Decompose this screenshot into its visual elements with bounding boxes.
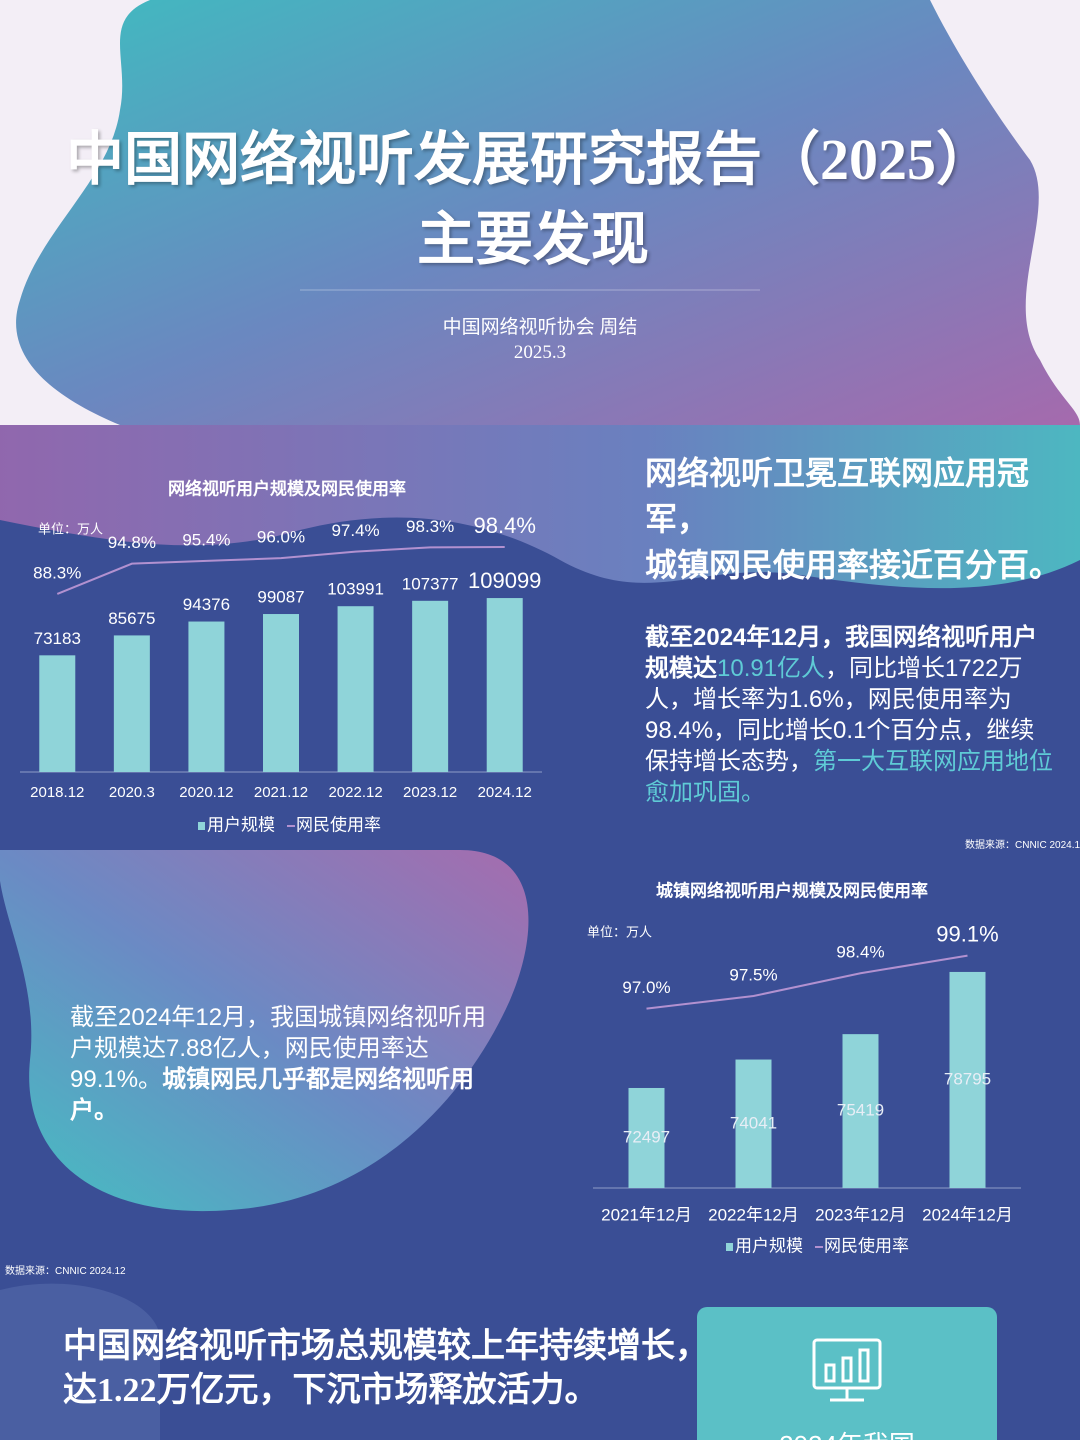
source: 数据来源：CNNIC 2024.12	[5, 1266, 126, 1277]
value-label: 94376	[183, 595, 230, 614]
x-tick-label: 2022年12月	[708, 1205, 799, 1224]
legend-label: 网民使用率	[824, 1235, 909, 1255]
value-label: 85675	[108, 609, 155, 628]
author: 中国网络视听协会 周结	[442, 317, 638, 338]
card-icon	[812, 1338, 882, 1402]
value-label: 97.0%	[622, 978, 670, 997]
unit-label: 单位：万人	[38, 521, 103, 536]
line	[56, 545, 505, 595]
wave	[0, 425, 1080, 589]
bar	[486, 598, 523, 772]
legend-label: 用户规模	[735, 1236, 803, 1255]
value-label: 97.5%	[729, 965, 777, 984]
value-label: 103991	[327, 580, 384, 599]
x-tick-label: 2021.12	[254, 784, 308, 801]
x-tick-label: 2024年12月	[922, 1205, 1013, 1224]
heading-line: 达1.22万亿元，下沉市场释放活力。	[63, 1372, 599, 1409]
value-label: 98.4%	[836, 943, 884, 962]
bar	[263, 614, 299, 772]
text: ，同比增长1722万人，增长率为1.6%，网民使用率为98.4%，同比增长0.1…	[645, 655, 1035, 775]
card-text: 2024年我国	[697, 1425, 997, 1440]
title: 主要发现	[416, 207, 649, 272]
date: 2025.3	[513, 342, 567, 363]
bar	[842, 1034, 879, 1188]
value-label: 78795	[944, 1069, 991, 1088]
legend-label: 用户规模	[207, 815, 275, 834]
legend-swatch	[198, 822, 205, 830]
bar	[113, 635, 150, 772]
value-label: 96.0%	[257, 528, 305, 547]
bar	[39, 655, 76, 772]
x-tick-label: 2023年12月	[815, 1205, 906, 1224]
value-label: 94.8%	[108, 533, 156, 552]
highlight: 第一大互联网应用地位愈加巩固。	[645, 748, 1053, 806]
legend-swatch	[726, 1243, 733, 1251]
value-label: 99087	[257, 588, 304, 607]
x-tick-label: 2024.12	[478, 784, 532, 801]
heading-line: 中国网络视听市场总规模较上年持续增长，	[63, 1328, 709, 1365]
value-label: 97.4%	[331, 521, 379, 540]
card	[697, 1307, 997, 1440]
x-tick-label: 2021年12月	[601, 1205, 692, 1224]
value-label: 107377	[402, 574, 459, 593]
bar	[949, 971, 986, 1188]
value-label: 88.3%	[33, 563, 81, 582]
value-label: 72497	[623, 1127, 670, 1146]
title: 中国网络视听发展研究报告（2025）	[65, 127, 994, 192]
paragraph: 截至2024年12月，我国城镇网络视听用户规模达7.88亿人，网民使用率达99.…	[70, 1002, 490, 1126]
value-label: 98.4%	[474, 513, 536, 538]
value-label: 99.1%	[936, 921, 998, 946]
bar	[337, 606, 374, 772]
heading-line: 城镇网民使用率接近百分百。	[645, 547, 1062, 583]
line	[646, 954, 968, 1010]
text: 截至2024年12月，我国网络视听用户规模达	[645, 624, 1038, 682]
text: 截至2024年12月，我国城镇网络视听用户规模达7.88亿人，网民使用率达99.…	[70, 1004, 487, 1093]
source: 数据来源：CNNIC 2024.1	[965, 840, 1080, 851]
highlight: 10.91亿人	[717, 655, 826, 682]
value-label: 73183	[34, 629, 81, 648]
chart-title: 网络视听用户规模及网民使用率	[168, 478, 406, 498]
heading-line: 网络视听卫冕互联网应用冠军，	[645, 455, 1030, 537]
x-tick-label: 2020.3	[109, 784, 155, 801]
x-tick-label: 2022.12	[328, 784, 382, 801]
header-blob	[16, 0, 1080, 425]
bar	[188, 621, 225, 772]
bar	[628, 1087, 665, 1188]
x-tick-label: 2023.12	[403, 784, 457, 801]
heading: 网络视听卫冕互联网应用冠军， 城镇网民使用率接近百分百。	[645, 450, 1080, 588]
unit-label: 单位：万人	[587, 924, 652, 939]
paragraph: 截至2024年12月，我国网络视听用户规模达10.91亿人，同比增长1722万人…	[645, 622, 1055, 808]
chart-title: 城镇网络视听用户规模及网民使用率	[656, 880, 928, 900]
value-label: 95.4%	[182, 530, 230, 549]
value-label: 98.3%	[406, 517, 454, 536]
left-blob	[0, 850, 529, 1212]
value-label: 75419	[837, 1101, 884, 1120]
text: 城镇网民几乎都是网络视听用户。	[70, 1066, 475, 1124]
x-tick-label: 2020.12	[179, 784, 233, 801]
x-tick-label: 2018.12	[30, 784, 84, 801]
value-label: 74041	[730, 1113, 777, 1132]
bar	[412, 600, 449, 772]
heading: 中国网络视听市场总规模较上年持续增长， 达1.22万亿元，下沉市场释放活力。	[63, 1325, 709, 1413]
legend-label: 网民使用率	[296, 814, 381, 834]
bar	[735, 1059, 772, 1188]
value-label: 109099	[468, 568, 541, 593]
bottom-blob	[0, 1283, 160, 1440]
